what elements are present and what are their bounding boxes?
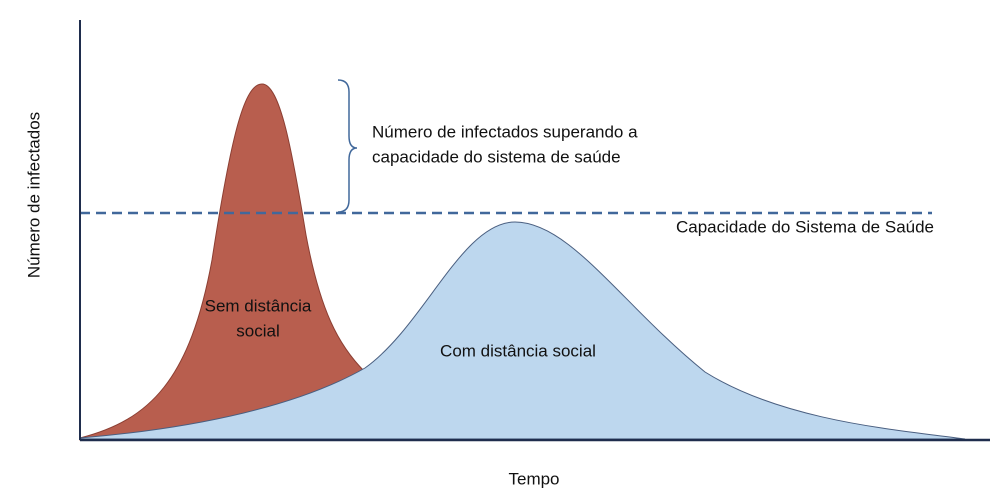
annotation-line: Número de infectados superando a: [372, 122, 638, 141]
capacity-label: Capacidade do Sistema de Saúde: [676, 217, 934, 236]
annotation-line: capacidade do sistema de saúde: [372, 147, 621, 166]
curve-distancing: [79, 221, 966, 440]
brace: [337, 79, 358, 213]
x-axis-label: Tempo: [508, 469, 559, 488]
curve-label: Sem distância: [205, 296, 312, 315]
y-axis-label: Número de infectados: [24, 112, 43, 278]
curve-label: Com distância social: [440, 341, 596, 360]
curve-no-distancing: [79, 83, 366, 441]
curve-label: social: [236, 321, 279, 340]
